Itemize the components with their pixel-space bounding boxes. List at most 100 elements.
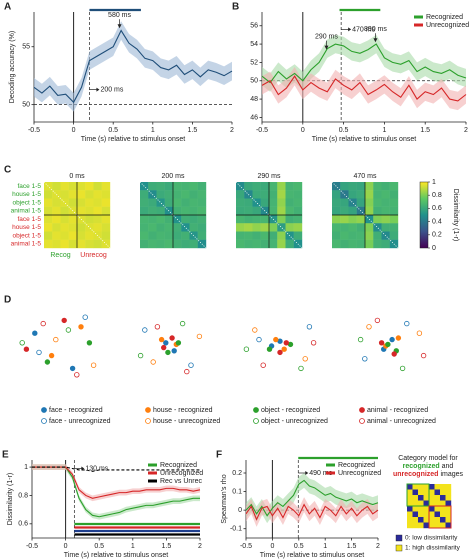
colorbar-tick-label: 0 — [432, 245, 436, 252]
diagonal — [331, 181, 399, 249]
heatmap-cell — [44, 231, 53, 240]
colorbar-tick-label: 0.2 — [432, 232, 442, 239]
heatmap-cell — [85, 223, 94, 232]
heatmap-cell — [60, 223, 69, 232]
heatmap-cell — [77, 198, 86, 207]
model-cell — [434, 517, 441, 523]
heatmap-cell — [164, 239, 174, 249]
heatmap-cell — [60, 198, 69, 207]
heatmap-cell — [373, 231, 382, 240]
heatmap-cell — [93, 206, 102, 216]
heatmap-cell — [252, 182, 261, 191]
legend-label: Unrecognized — [426, 22, 469, 29]
model-title: unrecognized images — [393, 471, 464, 478]
heatmap-cell — [252, 215, 261, 224]
scatter-point — [23, 346, 30, 352]
x-tick-label: 0.5 — [294, 543, 304, 550]
y-axis-label: Dissimilarity (1-r) — [7, 473, 14, 526]
heatmap-cell — [244, 231, 253, 240]
heatmap-cell — [340, 206, 349, 216]
y-tick-label: 0 — [238, 507, 242, 514]
scatter-point — [65, 327, 72, 333]
heatmap-cell — [44, 239, 53, 249]
heatmap-cell — [340, 231, 349, 240]
column-label: Recog — [50, 252, 70, 259]
panel-letter: B — [232, 2, 239, 13]
heatmap-cell — [348, 223, 357, 232]
heatmap-cell — [348, 198, 357, 207]
model-cell — [429, 489, 435, 496]
y-tick-label: 0.2 — [232, 470, 242, 477]
heatmap-cell — [181, 231, 190, 240]
data-line — [33, 29, 233, 104]
scatter-point — [243, 346, 250, 352]
heatmap-cell — [252, 206, 261, 216]
heatmap-cell — [236, 190, 245, 199]
heatmap-cell — [252, 231, 261, 240]
heatmap-cell — [197, 231, 207, 240]
heatmap-cell — [356, 239, 366, 249]
heatmap-cell — [340, 198, 349, 207]
arrow-head — [373, 38, 378, 43]
heatmap-cell — [164, 182, 174, 191]
heatmap-cell — [181, 190, 190, 199]
heatmap-cell — [181, 206, 190, 216]
heatmap-cell — [236, 239, 245, 249]
y-tick-label: 0.6 — [18, 521, 28, 528]
scatter-point — [78, 324, 84, 330]
heatmap-cell — [68, 215, 78, 224]
model-cell — [423, 500, 430, 507]
heatmap-cell — [365, 190, 374, 199]
heatmap-cell — [285, 190, 294, 199]
y-tick-label: 1 — [24, 464, 28, 471]
heatmap-cell — [269, 206, 278, 216]
x-axis-label: Time (s) relative to stimulus onset — [260, 552, 364, 559]
row-label: object 1-5 — [12, 199, 41, 206]
heatmap-cell — [285, 182, 294, 191]
error-band — [246, 497, 378, 527]
scatter-point — [302, 356, 308, 362]
legend-label: house - unrecognized — [153, 418, 220, 425]
heatmap-cell — [173, 231, 182, 240]
heatmap-cell — [373, 182, 382, 191]
scatter-point — [48, 352, 55, 359]
heatmap-cell — [197, 223, 207, 232]
heatmap-cell — [381, 206, 390, 216]
scatter-point — [40, 320, 46, 327]
arrow-head — [305, 471, 309, 475]
heatmap-cell — [244, 206, 253, 216]
heatmap-cell — [277, 182, 286, 191]
model-cell — [445, 522, 452, 529]
heatmap-cell — [365, 182, 374, 191]
heatmap-cell — [77, 223, 86, 232]
legend-label: object - recognized — [261, 407, 320, 414]
heatmap-cell — [285, 223, 294, 232]
heatmap-cell — [148, 239, 157, 249]
x-axis-label: Time (s) relative to stimulus onset — [64, 552, 168, 559]
scatter-point — [19, 340, 25, 346]
model-cell — [445, 495, 452, 501]
model-frame-recog — [406, 483, 430, 507]
x-axis-label: Time (s) relative to stimulus onset — [81, 136, 185, 143]
heatmap-cell — [60, 182, 69, 191]
heatmap-cell — [60, 215, 69, 224]
model-frame-unrecog — [428, 505, 452, 529]
model-cell — [412, 484, 419, 490]
heatmap-cell — [236, 198, 245, 207]
y-tick-label: 48 — [250, 96, 258, 103]
heatmap-cell — [348, 190, 357, 199]
heatmap-cell — [85, 231, 94, 240]
legend-label: Recognized — [338, 462, 375, 469]
legend-label: Recognized — [426, 14, 463, 21]
heatmap-cell — [244, 223, 253, 232]
heatmap-cell — [85, 239, 94, 249]
heatmap-cell — [285, 206, 294, 216]
diagonal — [235, 181, 303, 249]
scatter-point — [277, 349, 283, 356]
heatmap-cell — [93, 190, 102, 199]
heatmap-cell — [340, 223, 349, 232]
heatmap-cell — [356, 182, 366, 191]
heatmap-cell — [389, 198, 399, 207]
heatmap-cell — [156, 239, 165, 249]
heatmap-cell — [189, 239, 198, 249]
